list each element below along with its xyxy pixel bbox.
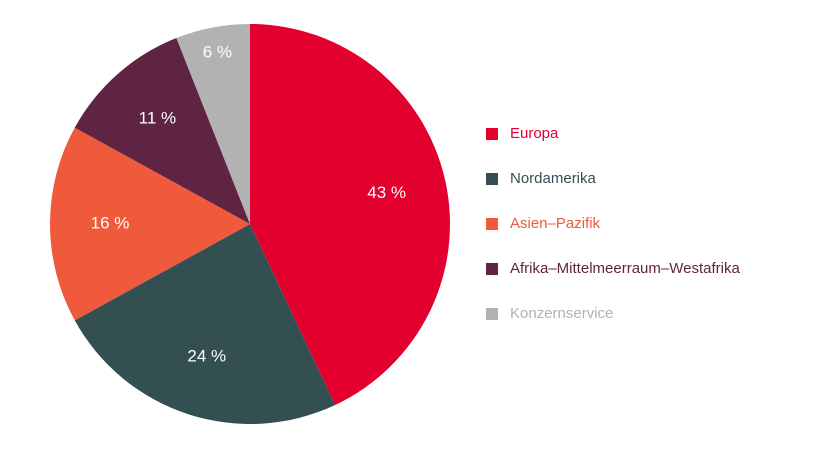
value-label: 11 % [139,108,177,127]
legend-swatch [486,263,498,275]
legend-swatch [486,173,498,185]
legend-label: Asien–Pazifik [510,215,601,232]
legend-swatch [486,128,498,140]
pie-slice [50,127,250,321]
pie-slice [176,24,250,224]
value-label: 43 % [367,183,406,202]
value-label: 6 % [203,43,232,62]
legend-label: Konzernservice [510,305,613,322]
value-label: 24 % [187,347,226,366]
pie-slice [250,24,451,405]
legend-label: Afrika–Mittelmeerraum–Westafrika [510,260,740,277]
value-label: 16 % [91,213,130,232]
pie-slice [74,38,250,224]
legend-label: Nordamerika [510,170,597,187]
legend-label: Europa [510,125,559,142]
legend-swatch [486,308,498,320]
pie-slice [74,224,336,424]
legend-swatch [486,218,498,230]
